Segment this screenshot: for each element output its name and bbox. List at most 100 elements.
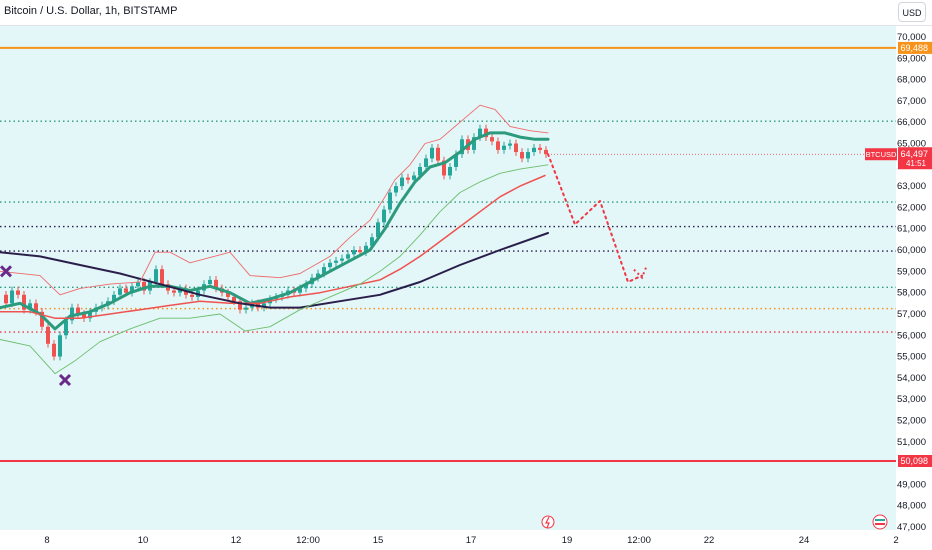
cross-marker-1 xyxy=(58,373,72,387)
candle-body xyxy=(376,222,380,238)
candle-body xyxy=(520,152,524,159)
candle-body xyxy=(406,177,410,180)
candle-body xyxy=(424,158,428,167)
lightning-icon-bolt xyxy=(545,516,550,529)
candle-body xyxy=(52,343,56,357)
calendar-icon-bar-bottom xyxy=(875,523,885,525)
candle-body xyxy=(490,137,494,142)
candle-body xyxy=(112,294,116,302)
candle-body xyxy=(244,307,248,310)
candle-body xyxy=(172,290,176,293)
plot-background xyxy=(0,26,896,530)
y-tick-label: 60,000 xyxy=(897,245,926,256)
candle-body xyxy=(352,250,356,255)
price-badge-label: 50,098 xyxy=(900,456,928,466)
countdown-label: 41:51 xyxy=(906,159,927,168)
candle-body xyxy=(58,335,62,357)
x-tick-label: 17 xyxy=(466,535,477,546)
candle-body xyxy=(436,147,440,161)
candle-body xyxy=(370,237,374,246)
y-tick-label: 65,000 xyxy=(897,139,926,150)
y-tick-label: 54,000 xyxy=(897,373,926,384)
series-ema-mid xyxy=(0,174,546,319)
candle-body xyxy=(400,177,404,187)
current-price-label: 64,497 xyxy=(900,149,928,159)
projection-arrow-head xyxy=(633,267,647,280)
candle-body xyxy=(70,307,74,321)
candle-body xyxy=(160,269,164,285)
candle-body xyxy=(382,209,386,223)
candle-body xyxy=(304,284,308,289)
candle-body xyxy=(478,128,482,138)
y-tick-label: 66,000 xyxy=(897,117,926,128)
candle-body xyxy=(28,303,32,310)
candle-body xyxy=(364,245,368,253)
candle-body xyxy=(118,288,122,295)
cross-marker-0 xyxy=(0,265,13,278)
candle-body xyxy=(214,279,218,289)
x-tick-label: 12 xyxy=(231,535,242,546)
candle-body xyxy=(208,279,212,285)
x-tick-label: 8 xyxy=(44,535,49,546)
y-tick-label: 70,000 xyxy=(897,32,926,43)
x-tick-label: 19 xyxy=(562,535,573,546)
candle-body xyxy=(10,290,14,304)
candle-body xyxy=(226,292,230,297)
x-tick-label: 12:00 xyxy=(627,535,651,546)
currency-button[interactable]: USD xyxy=(898,2,926,22)
candle-body xyxy=(190,294,194,297)
symbol-title: Bitcoin / U.S. Dollar, 1h, BITSTAMP xyxy=(4,5,177,17)
candle-body xyxy=(124,288,128,293)
y-tick-label: 63,000 xyxy=(897,181,926,192)
candle-body xyxy=(298,288,302,293)
y-tick-label: 47,000 xyxy=(897,522,926,533)
x-tick-label: 12:00 xyxy=(296,535,320,546)
candle-body xyxy=(394,186,398,193)
y-tick-label: 59,000 xyxy=(897,266,926,277)
price-badge-label: 69,488 xyxy=(900,43,928,53)
y-tick-label: 62,000 xyxy=(897,202,926,213)
candle-body xyxy=(448,166,452,176)
candle-body xyxy=(544,149,548,155)
candle-body xyxy=(82,313,86,319)
candle-body xyxy=(508,143,512,146)
symbol-badge xyxy=(865,148,897,161)
x-tick-label: 15 xyxy=(373,535,384,546)
y-tick-label: 69,000 xyxy=(897,53,926,64)
candle-body xyxy=(340,258,344,261)
series-ema-slow xyxy=(0,232,549,309)
candle-body xyxy=(316,273,320,278)
series-projection xyxy=(547,153,643,283)
candle-body xyxy=(454,154,458,167)
candle-body xyxy=(238,301,242,310)
candle-body xyxy=(262,303,266,308)
candle-body xyxy=(88,311,92,319)
candle-body xyxy=(46,326,50,344)
candle-body xyxy=(232,296,236,302)
candle-body xyxy=(178,288,182,293)
candle-body xyxy=(34,303,38,312)
candle-body xyxy=(154,269,158,282)
candle-body xyxy=(328,262,332,268)
candle-body xyxy=(76,307,80,314)
x-tick-label: 10 xyxy=(138,535,149,546)
x-tick-label: 2 xyxy=(893,535,898,546)
candle-body xyxy=(526,152,530,159)
price-badge-1 xyxy=(898,454,932,467)
y-tick-label: 55,000 xyxy=(897,352,926,363)
candle-body xyxy=(346,254,350,259)
y-tick-label: 68,000 xyxy=(897,75,926,86)
y-tick-label: 57,000 xyxy=(897,309,926,320)
candle-body xyxy=(388,192,392,210)
time-axis-background xyxy=(0,530,932,550)
candle-body xyxy=(502,145,506,150)
candle-body xyxy=(484,128,488,138)
y-tick-label: 49,000 xyxy=(897,479,926,490)
candle-body xyxy=(142,282,146,291)
candle-body xyxy=(514,143,518,153)
calendar-icon xyxy=(872,514,888,530)
candle-body xyxy=(442,160,446,176)
candle-body xyxy=(334,260,338,263)
